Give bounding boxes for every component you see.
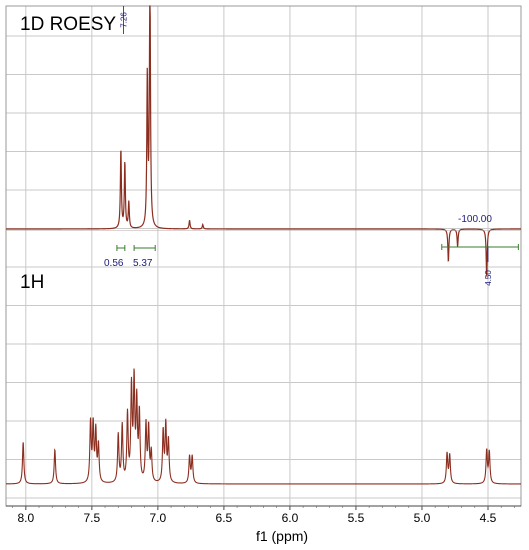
roesy-panel: 7.26 4.50 0.56 5.37 -100.00 (6, 5, 521, 286)
x-tick-label: 6.5 (216, 511, 233, 525)
x-tick-label: 5.0 (414, 511, 431, 525)
integral-value: 5.37 (133, 258, 153, 269)
proton-spectrum-trace (6, 368, 521, 485)
peak-label-text: 7.26 (120, 12, 129, 28)
x-tick-label: 5.5 (348, 511, 365, 525)
x-tick-label: 7.5 (83, 511, 100, 525)
integral-value: -100.00 (458, 214, 492, 225)
x-axis: 8.0 7.5 7.0 6.5 6.0 5.5 5.0 4.5 (6, 505, 521, 525)
x-axis-title: f1 (ppm) (256, 528, 308, 544)
roesy-panel-title: 1D ROESY (20, 14, 116, 35)
proton-panel (6, 368, 521, 485)
x-tick-label: 6.0 (282, 511, 299, 525)
x-tick-label: 7.0 (150, 511, 167, 525)
x-tick-label: 8.0 (17, 511, 34, 525)
x-tick-label: 4.5 (480, 511, 497, 525)
integral-value: 0.56 (104, 258, 124, 269)
roesy-spectrum-trace (6, 5, 521, 277)
proton-panel-title: 1H (20, 272, 44, 293)
peak-label-text: 4.50 (484, 270, 493, 286)
